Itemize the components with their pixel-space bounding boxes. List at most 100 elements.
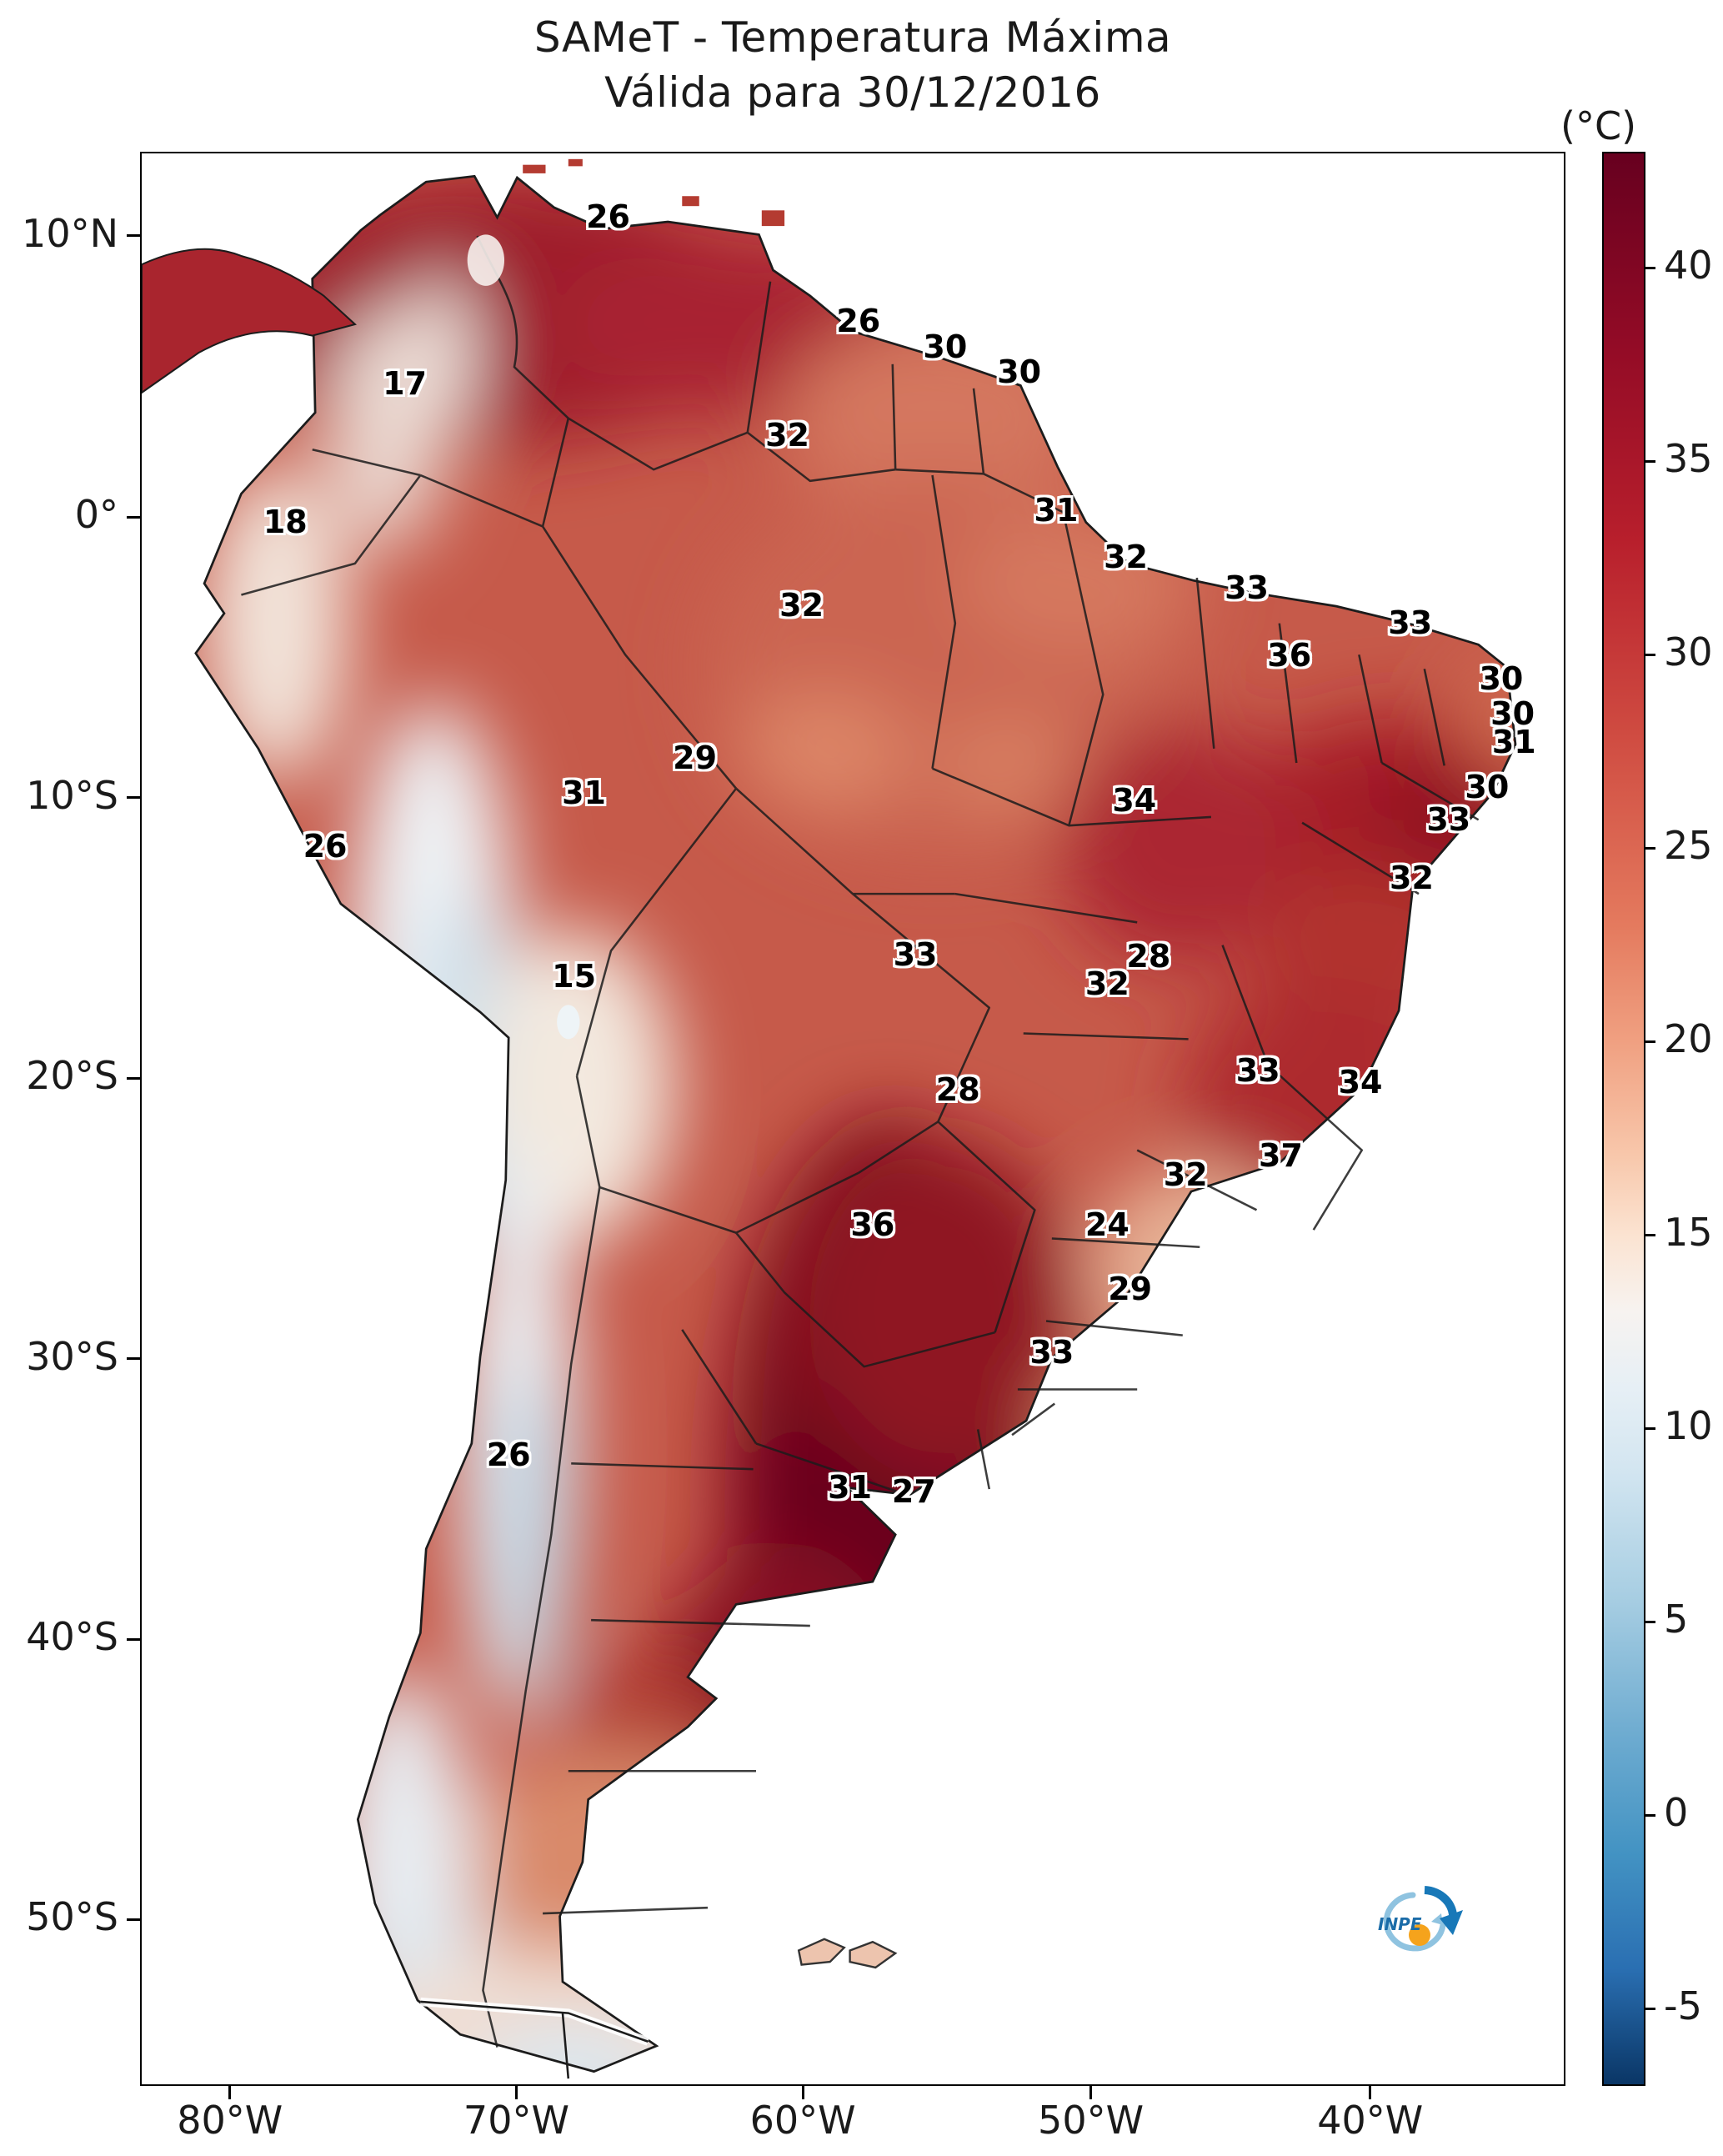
lon-tick-mark [1089,2086,1093,2099]
lat-tick-mark [127,1076,140,1080]
temperature-value-label: 26 [303,828,348,865]
temperature-value-label: 33 [1235,1052,1280,1090]
lon-tick-mark [514,2086,518,2099]
colorbar-tick-label: -5 [1664,1983,1702,2029]
colorbar-tick-mark [1644,1233,1655,1236]
lat-tick-label: 50°S [26,1894,118,1940]
lake-titicaca [557,1005,580,1040]
colorbar-tick-label: 20 [1664,1016,1713,1062]
temperature-value-label: 32 [1104,539,1148,576]
colorbar-tick-label: 40 [1664,243,1713,288]
temperature-value-label: 29 [673,739,718,776]
lat-tick-label: 0° [74,492,118,538]
temperature-value-label: 26 [836,303,881,340]
temperature-value-label: 31 [1034,492,1079,529]
temperature-value-label: 18 [263,504,308,541]
lon-tick-label: 80°W [177,2098,283,2143]
lat-tick-mark [127,1637,140,1641]
political-borders [241,235,1480,2048]
temperature-value-label: 30 [1490,694,1535,732]
temperature-value-label: 32 [765,417,809,454]
temperature-value-label: 17 [383,364,428,402]
lat-tick-label: 40°S [26,1614,118,1660]
temperature-value-label: 31 [562,774,607,811]
lat-tick-mark [127,515,140,519]
colorbar-tick-mark [1644,1813,1655,1817]
temperature-value-label: 31 [828,1469,873,1507]
temperature-value-label: 28 [1126,938,1171,975]
temperature-value-label: 30 [997,353,1042,390]
temperature-value-label: 30 [923,328,968,365]
colorbar-tick-mark [1644,459,1655,463]
temperature-value-label: 30 [1465,768,1510,805]
colorbar-tick-mark [1644,846,1655,850]
lon-tick-label: 60°W [749,2098,856,2143]
map-area: 26 17 26 30 30 32 18 31 32 33 32 33 36 30 30 31 29 31 30 34… [140,152,1565,2086]
temperature-value-label: 32 [1084,965,1129,1002]
strait-of-magellan [419,1997,650,2079]
inpe-logo-graphic: INPE [1378,1885,1464,1952]
page-title: SAMeT - Temperatura Máxima [533,13,1172,62]
colorbar-tick-mark [1644,1040,1655,1043]
central-america-strip [142,248,357,394]
lat-tick-label: 20°S [26,1053,118,1099]
temperature-value-label: 37 [1259,1137,1303,1174]
lake-maracaibo [467,234,505,286]
temperature-value-label: 36 [850,1206,895,1244]
temperature-value-label: 34 [1338,1063,1383,1101]
colorbar-unit-label: (°C) [1560,103,1637,148]
temperature-value-label: 33 [1029,1334,1074,1371]
temperature-value-label: 15 [552,957,597,995]
page-subtitle: Válida para 30/12/2016 [604,68,1101,117]
lat-tick-label: 30°S [26,1333,118,1379]
temperature-labels-layer: 26 17 26 30 30 32 18 31 32 33 32 33 36 30 30 31 29 31 30 34… [142,153,1564,2084]
temperature-value-label: 27 [891,1472,936,1510]
lat-tick-mark [127,234,140,238]
lat-tick-mark [127,796,140,800]
temperature-value-label: 31 [1491,724,1536,761]
colorbar-tick-label: 0 [1664,1790,1689,1836]
caribbean-islands [523,158,785,227]
temperature-value-label: 26 [586,198,631,236]
temperature-value-label: 26 [486,1436,531,1473]
lon-tick-mark [1369,2086,1372,2099]
coastline [194,174,1517,2073]
colorbar-tick-mark [1644,653,1655,656]
temperature-value-label: 34 [1112,781,1157,819]
lat-tick-label: 10°N [22,210,118,256]
inpe-logo-text: INPE [1378,1914,1422,1934]
colorbar-tick-label: 5 [1664,1597,1689,1642]
lon-tick-label: 40°W [1317,2098,1424,2143]
south-america-map [142,158,1517,2079]
colorbar-tick-label: 15 [1664,1210,1713,1256]
temperature-value-label: 30 [1479,659,1524,697]
temperature-value-label: 33 [1426,801,1471,839]
temperature-value-label: 24 [1084,1206,1129,1244]
falkland-islands [797,1938,898,1969]
temperature-value-label: 36 [1267,637,1312,674]
lon-tick-mark [228,2086,232,2099]
colorbar-tick-label: 10 [1664,1403,1713,1449]
lat-tick-label: 10°S [26,772,118,818]
colorbar-tick-mark [1644,266,1655,269]
temperature-value-label: 28 [935,1071,980,1109]
inpe-logo: INPE [1365,1882,1481,1965]
lon-tick-label: 70°W [463,2098,569,2143]
colorbar-tick-label: 35 [1664,436,1713,482]
temperature-value-label: 33 [1388,604,1433,641]
temperature-value-label: 32 [779,586,824,624]
lon-tick-mark [801,2086,804,2099]
colorbar [1602,152,1645,2086]
temperature-value-label: 33 [893,936,938,974]
lon-tick-label: 50°W [1038,2098,1144,2143]
temperature-value-label: 32 [1163,1156,1208,1194]
colorbar-tick-mark [1644,1620,1655,1623]
colorbar-tick-mark [1644,1426,1655,1430]
temperature-value-label: 33 [1225,569,1269,607]
lat-tick-mark [127,1357,140,1361]
colorbar-tick-label: 30 [1664,629,1713,675]
lat-tick-mark [127,1918,140,1921]
temperature-value-label: 32 [1390,859,1434,896]
colorbar-tick-mark [1644,2007,1655,2010]
